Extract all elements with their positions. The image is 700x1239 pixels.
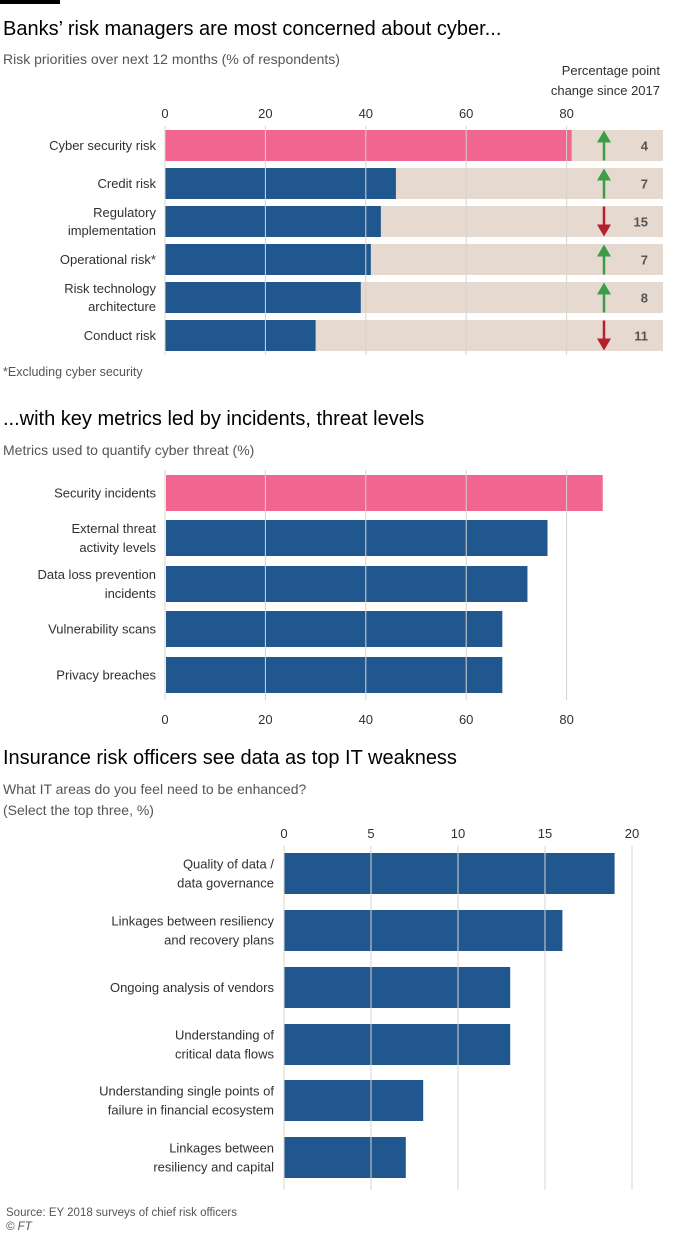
- chart3-category-label: Understanding single points of failure in…: [99, 1084, 274, 1118]
- chart2-bar: [166, 657, 503, 693]
- chart1-subtitle: Risk priorities over next 12 months (% o…: [3, 51, 340, 67]
- chart3-subtitle-line1: What IT areas do you feel need to be enh…: [3, 781, 307, 797]
- chart3-xtick-0: 0: [280, 826, 287, 841]
- chart2-category-label: Privacy breaches: [56, 668, 156, 683]
- chart1-change-value: 7: [641, 177, 648, 192]
- chart3-bar: [284, 1024, 511, 1065]
- chart1-xtick-40: 40: [359, 106, 373, 121]
- chart3-title: Insurance risk officers see data as top …: [3, 747, 457, 769]
- chart3-category-label: Ongoing analysis of vendors: [110, 980, 275, 995]
- chart2-subtitle: Metrics used to quantify cyber threat (%…: [3, 442, 255, 458]
- chart3-category-label: Linkages between resiliency and recovery …: [111, 914, 274, 948]
- chart1-xtick-60: 60: [459, 106, 473, 121]
- chart3-category-label: Understanding of critical data flows: [175, 1028, 275, 1062]
- chart3-xtick-10: 10: [451, 826, 465, 841]
- chart2-xtick-40: 40: [359, 712, 373, 727]
- chart1-bar: [165, 282, 361, 313]
- chart1-bar: [165, 320, 316, 351]
- chart1-change-value: 11: [634, 329, 648, 344]
- chart2-category-label: Data loss prevention incidents: [37, 567, 156, 601]
- chart1-footnote: *Excluding cyber security: [3, 365, 143, 379]
- chart1-change-value: 4: [641, 139, 649, 154]
- chart1-category-label: Regulatory implementation: [68, 205, 157, 238]
- copyright: © FT: [6, 1221, 32, 1233]
- chart3-xtick-15: 15: [538, 826, 552, 841]
- chart1-category-label: Operational risk*: [60, 252, 156, 267]
- chart2-category-label: Vulnerability scans: [48, 622, 156, 637]
- chart3-xtick-5: 5: [367, 826, 374, 841]
- chart3-subtitle-line2: (Select the top three, %): [3, 802, 154, 818]
- chart2-xtick-80: 80: [559, 712, 573, 727]
- arrow-up-icon: [597, 244, 611, 275]
- chart2-xtick-60: 60: [459, 712, 473, 727]
- chart2-svg: 0 20 40 60 80 Security incidents External thre…: [37, 470, 603, 727]
- chart1-bar: [165, 206, 381, 237]
- chart2-bar: [166, 566, 528, 602]
- chart1-change-value: 7: [641, 253, 648, 268]
- chart3-bar: [284, 910, 563, 951]
- chart2-category-label: External threat activity levels: [71, 521, 156, 555]
- chart1-category-label: Risk technology architecture: [64, 281, 156, 314]
- chart3-bar: [284, 1080, 424, 1121]
- chart1-xtick-20: 20: [258, 106, 272, 121]
- chart1-xtick-80: 80: [559, 106, 573, 121]
- source-line: Source: EY 2018 surveys of chief risk of…: [6, 1207, 237, 1219]
- chart2-xtick-0: 0: [161, 712, 168, 727]
- chart2-bar: [166, 520, 548, 556]
- chart1-bar: [165, 244, 371, 275]
- chart2-bar: [166, 611, 503, 647]
- chart1-bar: [165, 168, 396, 199]
- arrow-up-icon: [597, 282, 611, 313]
- chart3-svg: 0 5 10 15 20 Quality of data / data governance…: [99, 826, 639, 1190]
- chart1-title: Banks’ risk managers are most concerned …: [3, 18, 502, 40]
- chart2-bar: [166, 475, 603, 511]
- arrow-up-icon: [597, 168, 611, 199]
- chart1-bar: [165, 130, 572, 161]
- chart1-category-label: Credit risk: [97, 176, 156, 191]
- chart2-title: ...with key metrics led by incidents, th…: [3, 408, 425, 430]
- arrow-up-icon: [597, 130, 611, 161]
- chart1-svg: 0 20 40 60 80 Cyber security risk 4 Credit risk…: [49, 106, 663, 355]
- chart1-change-header: Percentage point change since 2017: [550, 63, 660, 98]
- chart1-category-label: Conduct risk: [84, 328, 157, 343]
- ft-top-rule: [0, 0, 60, 4]
- chart1-category-label: Cyber security risk: [49, 138, 156, 153]
- arrow-down-icon: [597, 320, 611, 351]
- chart3-xtick-20: 20: [625, 826, 639, 841]
- chart1-xtick-0: 0: [161, 106, 168, 121]
- chart2-category-label: Security incidents: [54, 486, 156, 501]
- chart3-bar: [284, 1137, 406, 1178]
- chart3-category-label: Linkages between resiliency and capital: [153, 1141, 274, 1175]
- chart2-xtick-20: 20: [258, 712, 272, 727]
- chart1-change-value: 8: [641, 291, 648, 306]
- chart3-category-label: Quality of data / data governance: [177, 857, 274, 891]
- arrow-down-icon: [597, 206, 611, 237]
- chart1-change-value: 15: [634, 215, 648, 230]
- chart3-bar: [284, 853, 615, 894]
- chart3-bar: [284, 967, 511, 1008]
